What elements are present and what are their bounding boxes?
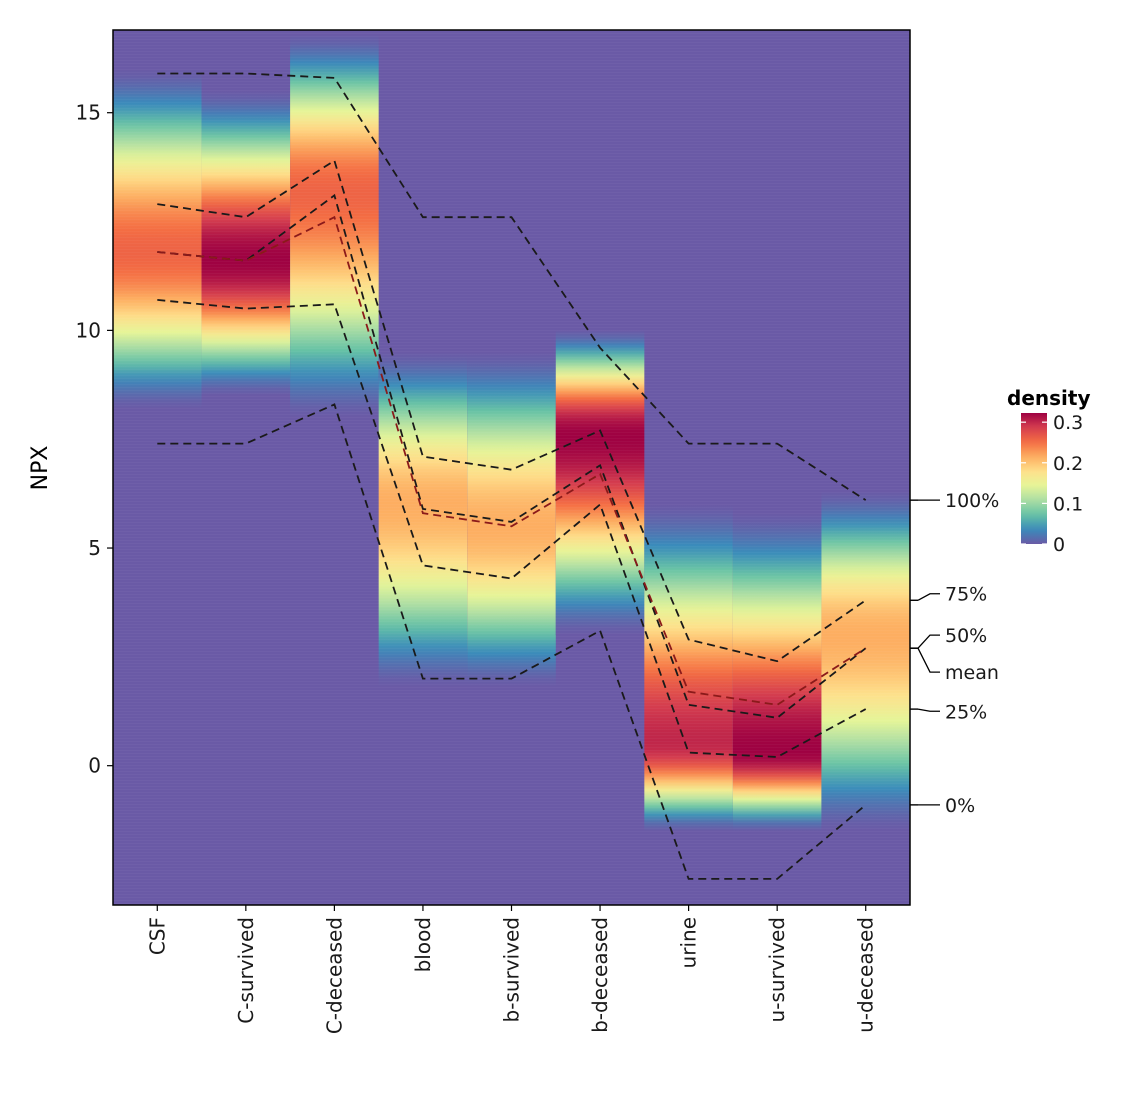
y-tick-label: 15 <box>76 101 101 125</box>
quantile-annotations: 100% 75% 50% mean 25% 0% <box>910 490 999 817</box>
quantile-line-0% <box>157 403 867 880</box>
quantile-line-mean <box>157 215 867 706</box>
annotation-connector <box>917 634 940 649</box>
annotation-label: 100% <box>945 490 999 512</box>
annotation-connector <box>917 708 940 712</box>
quantile-lines <box>157 72 867 880</box>
x-tick-label: C-deceased <box>322 917 346 1034</box>
quantile-line-25% <box>157 299 867 758</box>
legend-title: density <box>1007 386 1090 410</box>
x-tick-label: b-deceased <box>588 917 612 1033</box>
y-axis-title: NPX <box>28 446 53 491</box>
plot-area <box>113 30 910 905</box>
quantile-line-100% <box>157 72 867 501</box>
quantile-line-75% <box>157 159 867 663</box>
density-strip-C-deceased <box>290 34 379 418</box>
legend-label: 0.2 <box>1053 453 1083 475</box>
quantile-line-50% <box>157 193 867 719</box>
density-strip-blood <box>378 352 468 688</box>
annotation-connector <box>917 593 940 601</box>
x-tick-label: b-survived <box>500 917 524 1022</box>
density-strip-C-survived <box>201 90 291 396</box>
annotation-label: 25% <box>945 701 987 723</box>
x-tick-label: u-survived <box>765 917 789 1022</box>
density-strip-CSF <box>113 69 202 409</box>
density-strip-u-survived <box>732 513 822 831</box>
x-tick-label: urine <box>677 917 701 968</box>
y-tick-label: 10 <box>76 318 101 342</box>
annotation-label: mean <box>945 662 999 684</box>
density-strip-u-deceased <box>821 491 910 831</box>
legend-label: 0 <box>1053 534 1065 556</box>
annotation-label: 75% <box>945 584 987 606</box>
legend-colorbar <box>1021 413 1047 544</box>
y-tick-label: 5 <box>88 536 101 560</box>
x-tick-label: C-survived <box>234 917 258 1024</box>
x-tick-label: CSF <box>145 917 169 955</box>
density-strip-b-deceased <box>555 330 645 636</box>
legend-label: 0.1 <box>1053 493 1083 515</box>
y-tick-label: 0 <box>88 754 101 778</box>
density-strip-urine <box>644 504 733 831</box>
annotation-connector <box>917 647 940 673</box>
annotation-label: 0% <box>945 795 975 817</box>
x-tick-label: blood <box>411 917 435 972</box>
axes: 0 5 10 15 CSF C-survived C-deceased blood b-surv… <box>76 29 911 1034</box>
legend-label: 0.3 <box>1053 412 1083 434</box>
x-tick-label: u-deceased <box>854 917 878 1033</box>
density-strip-b-survived <box>467 352 556 688</box>
annotation-label: 50% <box>945 625 987 647</box>
